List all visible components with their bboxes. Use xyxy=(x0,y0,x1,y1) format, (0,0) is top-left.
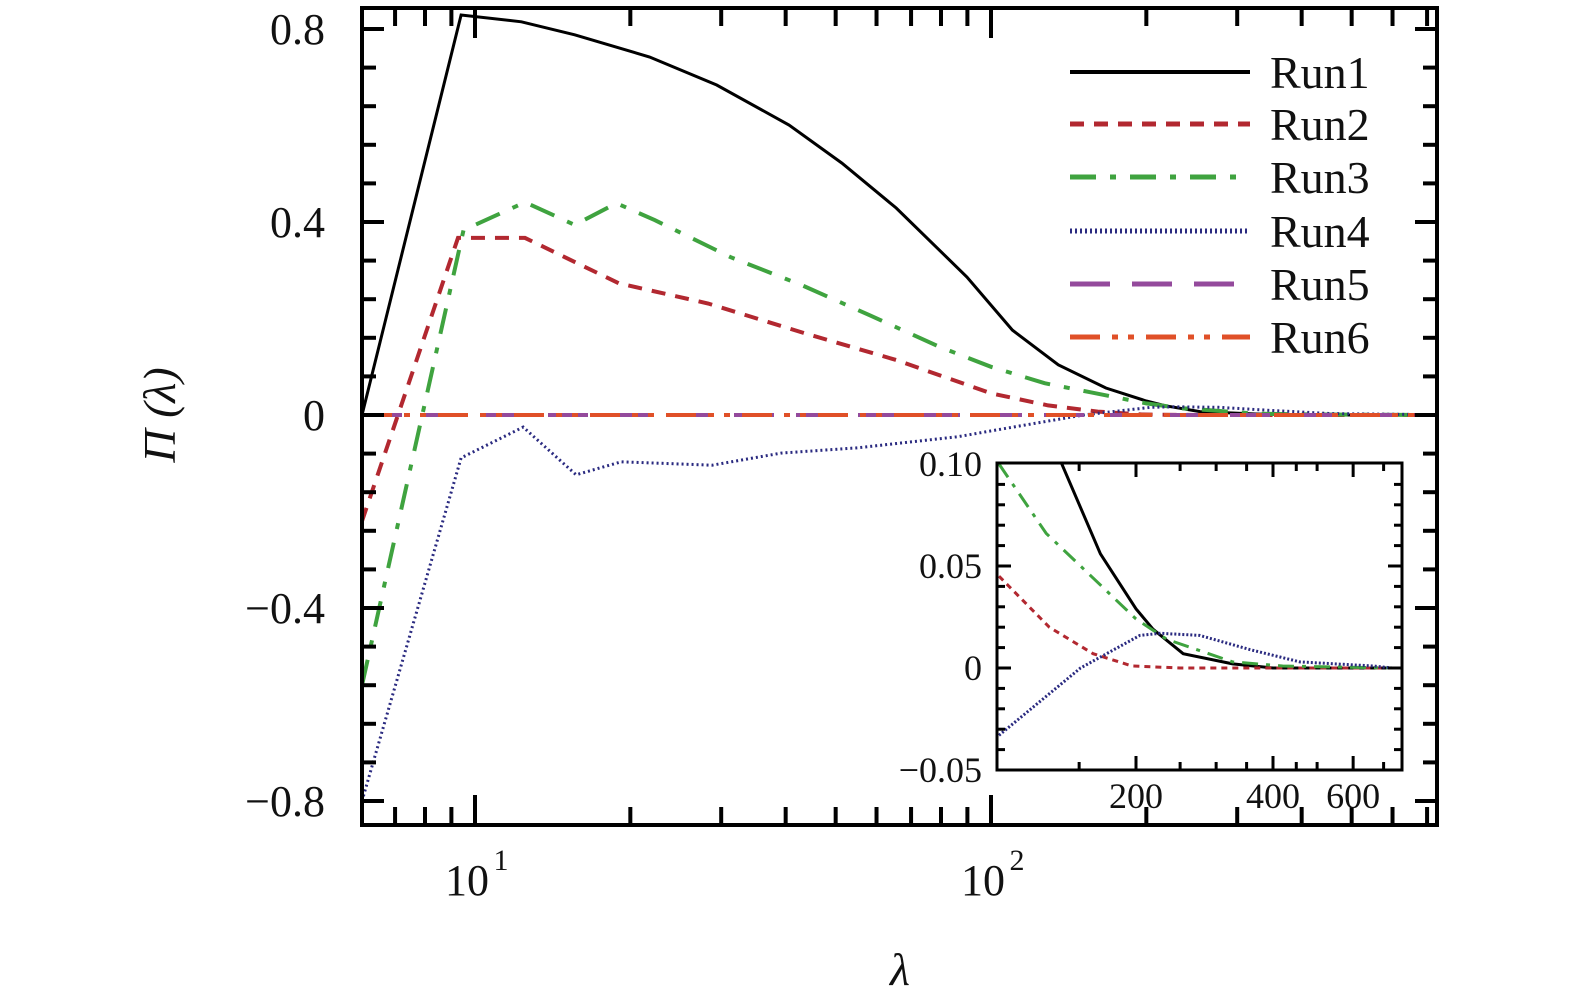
inset-x-tick-label: 400 xyxy=(1246,776,1300,816)
inset-frame xyxy=(995,461,1404,772)
y-tick-label: 0.8 xyxy=(270,5,325,54)
inset-background xyxy=(997,463,1402,770)
inset-y-tick-label: 0 xyxy=(964,648,982,688)
x-tick-label: 10 xyxy=(445,856,489,905)
x-tick-label-exponent: 2 xyxy=(1010,844,1025,877)
series-line-run4 xyxy=(362,405,1437,802)
inset-plot-series xyxy=(997,463,1393,737)
inset-y-tick-label: 0.05 xyxy=(919,546,982,586)
inset-series-line-run2 xyxy=(997,575,1393,670)
x-tick-label-exponent: 1 xyxy=(494,844,509,877)
inset-x-tick-label: 200 xyxy=(1109,776,1163,816)
y-tick-label: −0.8 xyxy=(245,777,325,826)
legend-label-run5: Run5 xyxy=(1270,259,1370,310)
inset-series-line-run3 xyxy=(997,463,1393,670)
y-tick-label: 0.4 xyxy=(270,198,325,247)
inset-y-tick-label: 0.10 xyxy=(919,444,982,484)
y-axis-title: Π (λ) xyxy=(134,367,185,463)
inset-axes: 0.10 0.05 0 −0.05 200 400 600 xyxy=(899,444,1404,816)
inset-x-tick-label: 600 xyxy=(1326,776,1380,816)
y-tick-label: −0.4 xyxy=(245,584,325,633)
inset-y-tick-label: −0.05 xyxy=(899,750,982,790)
x-axis-title: λ xyxy=(888,944,910,995)
y-tick-label: 0 xyxy=(303,391,325,440)
x-tick-label: 10 xyxy=(961,856,1005,905)
legend-label-run2: Run2 xyxy=(1270,99,1370,150)
legend-label-run6: Run6 xyxy=(1270,312,1370,363)
legend-label-run4: Run4 xyxy=(1270,206,1370,257)
series-line-run1 xyxy=(362,13,1437,417)
main-plot-series xyxy=(362,13,1437,802)
legend-label-run1: Run1 xyxy=(1270,47,1370,98)
inset-series-line-run4 xyxy=(998,631,1393,737)
legend-label-run3: Run3 xyxy=(1270,152,1370,203)
main-axes: 0.80.40−0.4−0.810 1 10 2 xyxy=(245,5,1439,905)
